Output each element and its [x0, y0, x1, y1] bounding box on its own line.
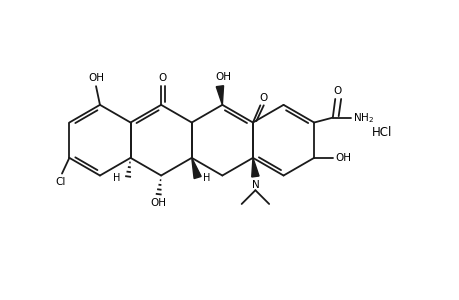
Text: O: O	[157, 73, 166, 83]
Text: NH$_2$: NH$_2$	[352, 111, 373, 124]
Text: Cl: Cl	[55, 177, 66, 188]
Text: HCl: HCl	[371, 126, 391, 139]
Polygon shape	[251, 158, 258, 177]
Text: O: O	[259, 93, 267, 103]
Text: O: O	[333, 85, 341, 96]
Text: OH: OH	[215, 72, 231, 82]
Text: OH: OH	[88, 73, 104, 83]
Text: OH: OH	[335, 153, 351, 163]
Polygon shape	[191, 158, 201, 178]
Text: N: N	[251, 180, 259, 190]
Text: H: H	[202, 173, 209, 184]
Text: OH: OH	[151, 198, 166, 208]
Polygon shape	[216, 86, 223, 105]
Text: H: H	[113, 173, 120, 184]
